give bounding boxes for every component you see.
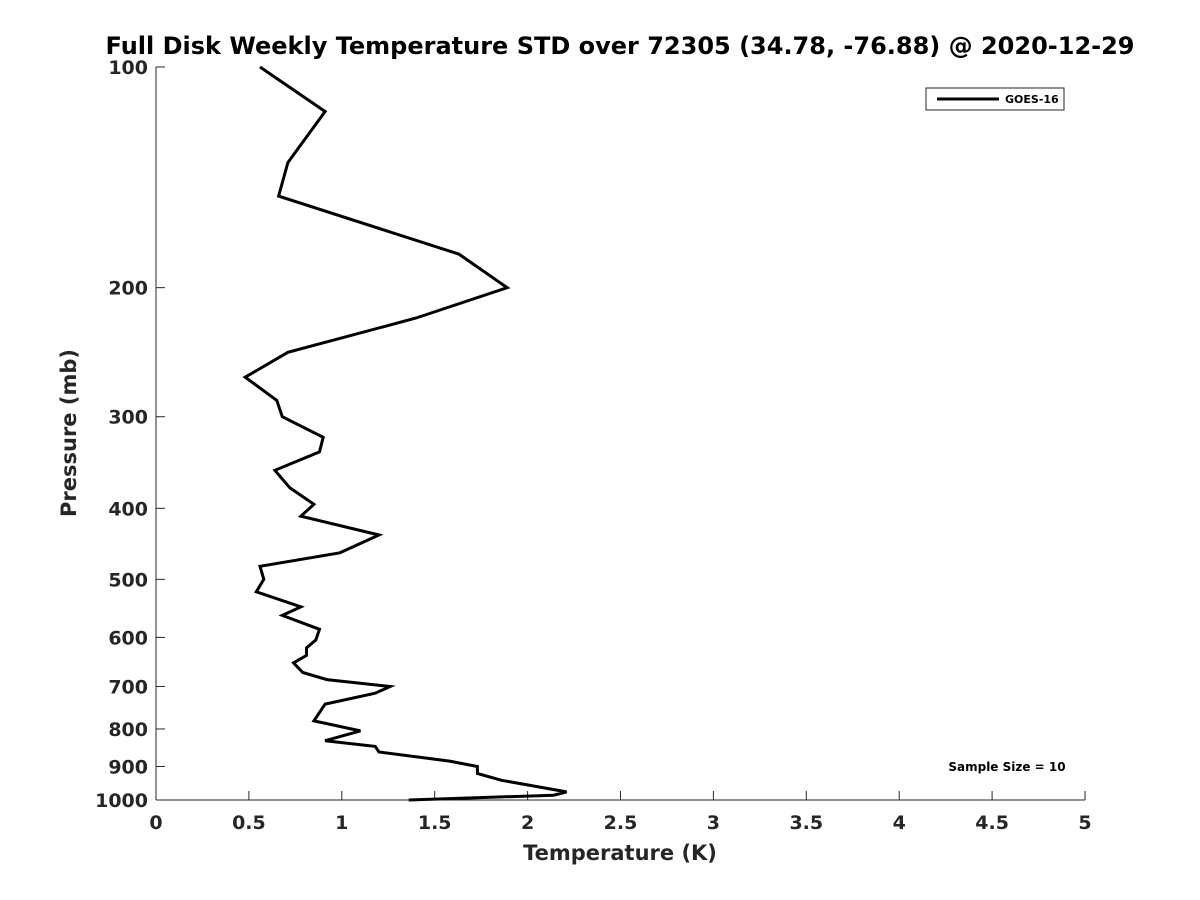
legend: GOES-16 xyxy=(925,87,1065,111)
y-tick-label: 700 xyxy=(108,676,148,698)
x-tick-label: 2.5 xyxy=(604,812,638,834)
y-tick-label: 100 xyxy=(108,57,148,79)
x-tick-label: 1 xyxy=(335,812,348,834)
y-tick-label: 500 xyxy=(108,569,148,591)
x-axis-label: Temperature (K) xyxy=(523,841,717,865)
y-tick-label: 400 xyxy=(108,498,148,520)
x-tick-label: 4.5 xyxy=(975,812,1009,834)
x-tick-label: 4 xyxy=(893,812,906,834)
series-layer xyxy=(242,65,567,802)
x-tick-label: 3 xyxy=(707,812,720,834)
y-tick-label: 1000 xyxy=(95,790,148,812)
y-tick-label: 600 xyxy=(108,627,148,649)
x-tick-label: 0 xyxy=(149,812,162,834)
x-tick-label: 2 xyxy=(521,812,534,834)
x-axis-ticks: 0 0.5 1 1.5 2 2.5 3 3.5 4 4.5 5 xyxy=(149,791,1092,834)
y-tick-label: 800 xyxy=(108,719,148,741)
y-tick-label: 200 xyxy=(108,278,148,300)
y-axis-label: Pressure (mb) xyxy=(57,349,81,517)
y-tick-label: 300 xyxy=(108,407,148,429)
x-tick-label: 1.5 xyxy=(418,812,452,834)
x-tick-label: 0.5 xyxy=(232,812,266,834)
x-tick-label: 3.5 xyxy=(789,812,823,834)
series-line-goes-16 xyxy=(242,65,567,802)
legend-label-goes-16: GOES-16 xyxy=(1005,93,1059,106)
y-tick-label: 900 xyxy=(108,756,148,778)
chart-title: Full Disk Weekly Temperature STD over 72… xyxy=(106,32,1135,60)
x-tick-label: 5 xyxy=(1078,812,1091,834)
y-axis-ticks: 100 200 300 400 500 600 700 800 900 1000 xyxy=(95,57,165,812)
sample-size-annotation: Sample Size = 10 xyxy=(948,760,1065,774)
